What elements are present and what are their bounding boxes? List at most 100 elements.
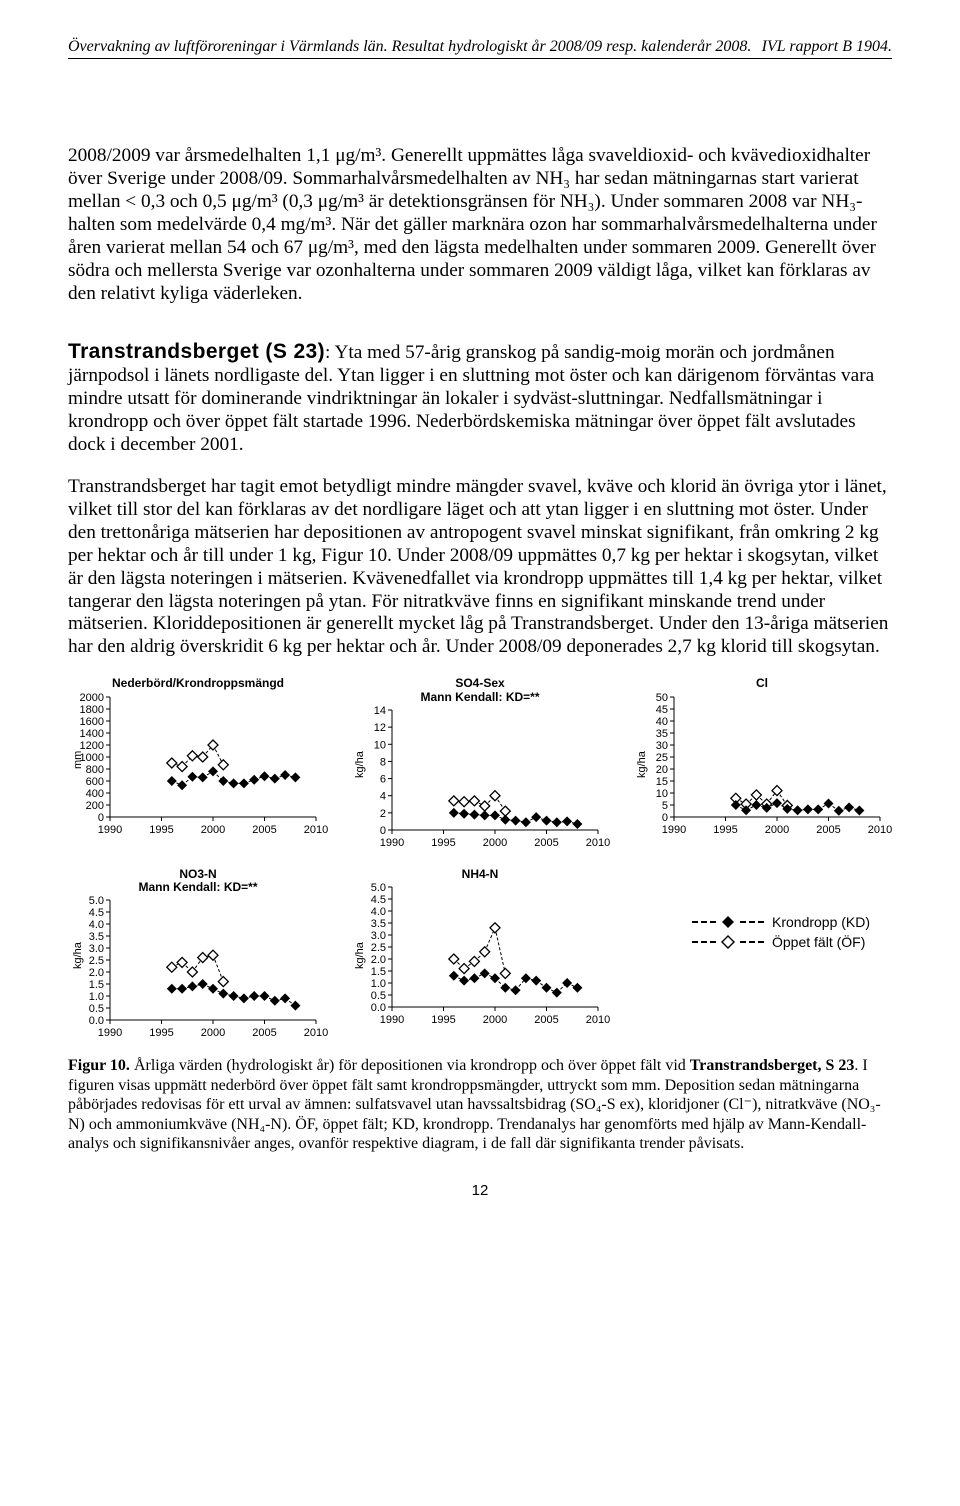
ylabel: kg/ha (354, 942, 366, 969)
chart-title: Cl (632, 677, 892, 690)
svg-text:2005: 2005 (816, 824, 840, 836)
svg-text:4.0: 4.0 (371, 906, 386, 918)
ylabel: kg/ha (354, 751, 366, 778)
svg-text:0: 0 (662, 812, 668, 824)
svg-text:2010: 2010 (304, 1027, 328, 1039)
header-right: IVL rapport B 1904. (762, 38, 892, 56)
svg-text:40: 40 (656, 716, 668, 728)
svg-text:0.0: 0.0 (371, 1002, 386, 1014)
chart-cl: Clkg/ha051015202530354045501990199520002… (632, 677, 892, 857)
svg-text:2.5: 2.5 (89, 955, 104, 967)
svg-text:2000: 2000 (483, 1014, 507, 1026)
legend-of-label: Öppet fält (ÖF) (772, 934, 865, 950)
chart-no3: NO3-N Mann Kendall: KD=**kg/ha0.00.51.01… (68, 868, 328, 1048)
svg-text:2000: 2000 (80, 693, 104, 704)
svg-text:3.0: 3.0 (89, 943, 104, 955)
svg-text:1995: 1995 (431, 837, 455, 849)
svg-text:1990: 1990 (98, 1027, 122, 1039)
svg-text:35: 35 (656, 728, 668, 740)
svg-text:2.5: 2.5 (371, 942, 386, 954)
svg-text:2: 2 (380, 808, 386, 820)
svg-text:2005: 2005 (252, 1027, 276, 1039)
svg-text:2000: 2000 (483, 837, 507, 849)
svg-text:1995: 1995 (149, 824, 173, 836)
chart-nh4: NH4-Nkg/ha0.00.51.01.52.02.53.03.54.04.5… (350, 868, 610, 1048)
chart-svg: 0200400600800100012001400160018002000199… (68, 693, 328, 845)
svg-text:4.5: 4.5 (371, 894, 386, 906)
section-para: Transtrandsberget (S 23): Yta med 57-åri… (68, 340, 892, 457)
header-left: Övervakning av luftföroreningar i Värmla… (68, 38, 751, 56)
chart-title: Nederbörd/Krondroppsmängd (68, 677, 328, 690)
svg-text:2000: 2000 (765, 824, 789, 836)
ylabel: mm (72, 751, 84, 769)
svg-text:1990: 1990 (98, 824, 122, 836)
svg-text:3.5: 3.5 (371, 918, 386, 930)
legend-kd: Krondropp (KD) (692, 914, 870, 930)
paragraph-3: Transtrandsberget har tagit emot betydli… (68, 476, 892, 660)
svg-text:2005: 2005 (534, 837, 558, 849)
svg-text:5: 5 (662, 800, 668, 812)
svg-text:10: 10 (656, 788, 668, 800)
svg-text:1.5: 1.5 (89, 979, 104, 991)
svg-text:1.5: 1.5 (371, 966, 386, 978)
page-number: 12 (68, 1182, 892, 1199)
chart-title: SO4-Sex Mann Kendall: KD=** (350, 677, 610, 703)
figure-number: Figur 10. (68, 1057, 130, 1074)
svg-text:1600: 1600 (80, 716, 104, 728)
svg-text:5.0: 5.0 (371, 883, 386, 894)
legend-of: Öppet fält (ÖF) (692, 934, 870, 950)
svg-text:2.0: 2.0 (371, 954, 386, 966)
svg-text:45: 45 (656, 704, 668, 716)
svg-text:2.0: 2.0 (89, 967, 104, 979)
svg-text:1.0: 1.0 (371, 978, 386, 990)
svg-text:15: 15 (656, 776, 668, 788)
chart-legend: Krondropp (KD) Öppet fält (ÖF) (692, 914, 870, 954)
caption-site: Transtrandsberget, S 23 (690, 1057, 855, 1074)
svg-text:1995: 1995 (431, 1014, 455, 1026)
chart-precipitation: Nederbörd/Krondroppsmängdmm0200400600800… (68, 677, 328, 857)
chart-svg: 0.00.51.01.52.02.53.03.54.04.55.01990199… (68, 896, 328, 1048)
svg-text:1.0: 1.0 (89, 991, 104, 1003)
section-title: Transtrandsberget (S 23) (68, 340, 325, 363)
svg-text:2005: 2005 (252, 824, 276, 836)
svg-text:5.0: 5.0 (89, 896, 104, 907)
chart-so4: SO4-Sex Mann Kendall: KD=**kg/ha02468101… (350, 677, 610, 857)
ylabel: kg/ha (72, 942, 84, 969)
svg-text:4.0: 4.0 (89, 919, 104, 931)
svg-text:2000: 2000 (201, 1027, 225, 1039)
charts-row-1: Nederbörd/Krondroppsmängdmm0200400600800… (68, 677, 892, 857)
chart-svg: 0246810121419901995200020052010 (350, 706, 610, 858)
svg-text:2005: 2005 (534, 1014, 558, 1026)
paragraph-1: 2008/2009 var årsmedelhalten 1,1 μg/m³. … (68, 145, 892, 306)
svg-text:0: 0 (98, 812, 104, 824)
svg-text:12: 12 (374, 722, 386, 734)
svg-text:4: 4 (380, 790, 386, 802)
legend-swatch-kd (692, 915, 764, 929)
caption-rest: Årliga värden (hydrologiskt år) för depo… (130, 1057, 690, 1074)
svg-text:10: 10 (374, 739, 386, 751)
svg-text:1995: 1995 (713, 824, 737, 836)
svg-text:400: 400 (86, 788, 104, 800)
svg-text:14: 14 (374, 706, 386, 717)
svg-text:200: 200 (86, 800, 104, 812)
svg-text:30: 30 (656, 740, 668, 752)
chart-svg: 0.00.51.01.52.02.53.03.54.04.55.01990199… (350, 883, 610, 1035)
svg-text:50: 50 (656, 693, 668, 704)
charts-row-2: NO3-N Mann Kendall: KD=**kg/ha0.00.51.01… (68, 868, 892, 1048)
svg-text:2010: 2010 (586, 837, 610, 849)
chart-svg: 0510152025303540455019901995200020052010 (632, 693, 892, 845)
svg-text:0.5: 0.5 (89, 1003, 104, 1015)
svg-text:1990: 1990 (662, 824, 686, 836)
chart-title: NO3-N Mann Kendall: KD=** (68, 868, 328, 894)
svg-text:6: 6 (380, 773, 386, 785)
svg-text:3.5: 3.5 (89, 931, 104, 943)
legend-cell: Krondropp (KD) Öppet fält (ÖF) (632, 868, 892, 1048)
svg-text:600: 600 (86, 776, 104, 788)
svg-text:2000: 2000 (201, 824, 225, 836)
running-header: Övervakning av luftföroreningar i Värmla… (68, 38, 892, 59)
legend-swatch-of (692, 935, 764, 949)
svg-text:25: 25 (656, 752, 668, 764)
svg-text:2010: 2010 (586, 1014, 610, 1026)
svg-text:1400: 1400 (80, 728, 104, 740)
figure-caption: Figur 10. Årliga värden (hydrologiskt år… (68, 1056, 892, 1154)
